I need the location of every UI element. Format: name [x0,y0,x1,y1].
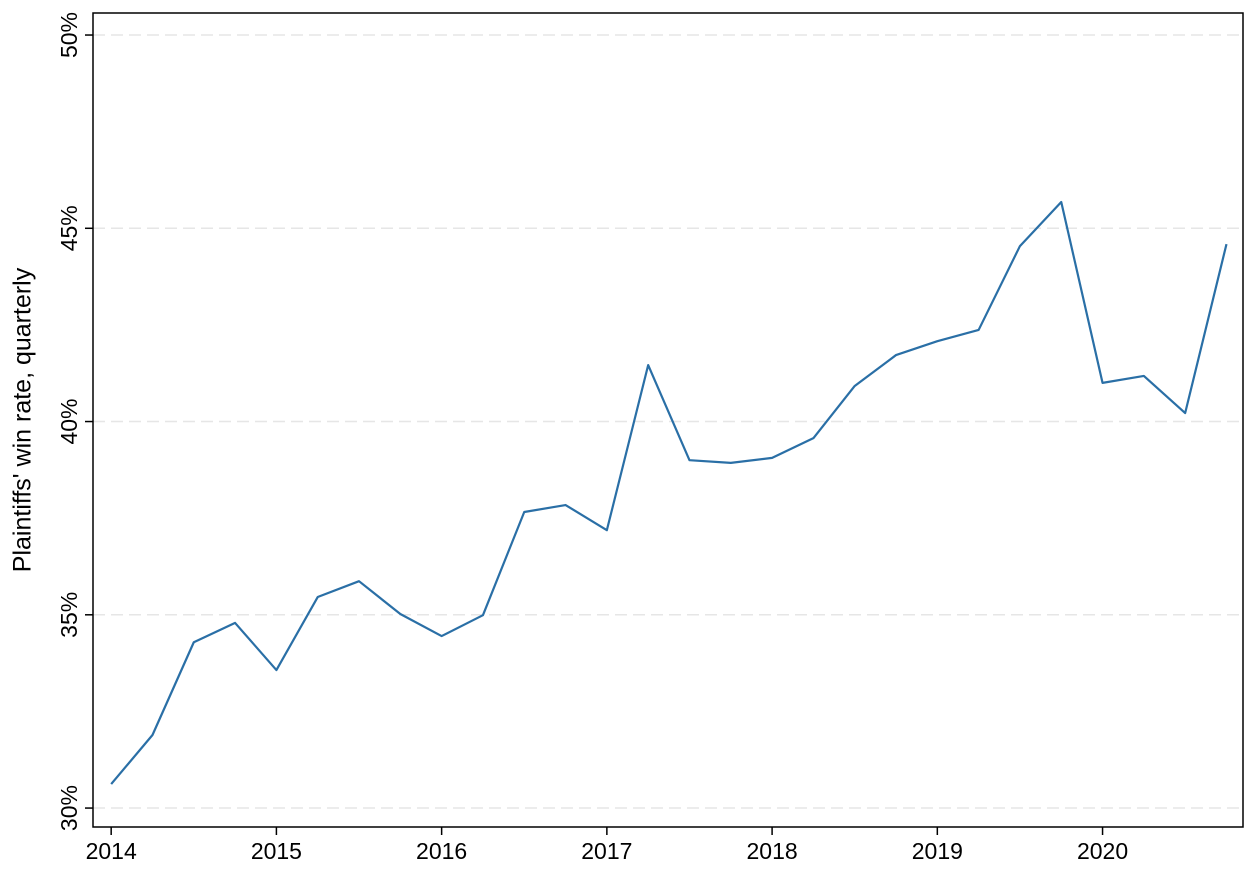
y-tick-label: 40% [56,399,82,445]
y-tick-label: 45% [56,205,82,251]
y-tick-label: 35% [56,592,82,638]
y-tick-label: 30% [56,785,82,831]
x-tick-label: 2015 [251,838,302,864]
x-tick-label: 2017 [581,838,632,864]
data-line [110,200,1228,785]
x-tick-label: 2019 [912,838,963,864]
plot-frame [92,12,1244,828]
x-tick-label: 2018 [747,838,798,864]
x-tick-label: 2020 [1077,838,1128,864]
y-tick-label: 50% [56,12,82,58]
x-tick-label: 2014 [86,838,137,864]
y-axis-label: Plaintiffs' win rate, quarterly [9,267,37,572]
x-tick-label: 2016 [416,838,467,864]
